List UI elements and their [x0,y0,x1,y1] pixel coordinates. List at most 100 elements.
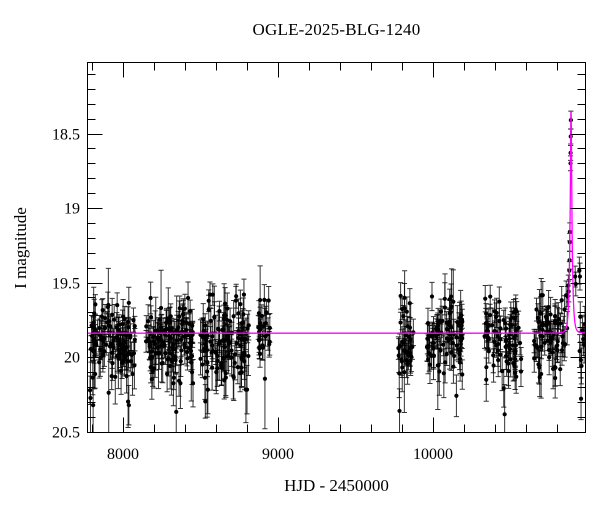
data-point [232,360,237,366]
data-point [238,302,243,307]
data-point [409,344,414,349]
data-point [158,305,164,311]
data-point [404,358,409,363]
data-point [501,317,506,323]
data-point [404,309,409,314]
data-point [545,330,550,335]
data-point [444,352,449,357]
data-point [221,313,227,318]
data-point [532,338,537,344]
data-point [116,352,121,358]
data-point [117,341,123,346]
data-point [98,347,103,352]
data-point [233,298,239,303]
data-point [88,346,94,352]
data-point [510,343,515,348]
data-point [559,348,565,353]
data-point [205,387,210,392]
data-point [146,319,151,324]
data-point [143,339,149,344]
data-point [97,333,103,338]
data-point [240,320,246,325]
data-point [89,323,94,328]
data-point [167,318,172,323]
data-point [174,409,179,414]
data-point [110,312,115,317]
data-point [226,333,231,338]
data-point [171,381,176,386]
data-point [484,311,489,316]
data-point [176,378,182,383]
data-point [126,300,131,305]
data-point [408,337,413,342]
data-point [577,274,583,279]
data-point [486,349,491,354]
data-point [538,333,543,338]
data-point [445,336,450,341]
data-point [482,334,487,339]
data-point [215,353,220,359]
data-point [182,342,187,347]
data-point [221,355,226,360]
data-point [214,370,219,375]
data-point [460,372,465,377]
data-point [177,314,182,319]
data-point [430,340,436,345]
data-point [91,403,96,408]
data-point [460,319,465,324]
data-point [94,342,99,347]
data-point [129,352,134,357]
data-point [198,356,203,361]
data-point [504,359,509,364]
data-point [257,338,262,343]
data-point [513,349,518,354]
data-point [437,369,442,374]
data-point [553,365,558,370]
data-point [546,347,552,353]
data-point [100,308,105,313]
y-tick-label: 18.5 [52,127,80,144]
data-point [562,307,567,312]
data-point [239,356,244,362]
data-point [171,375,177,380]
data-point [558,321,563,326]
data-point [258,297,263,303]
data-point [492,309,497,314]
data-point [497,318,502,324]
data-point [451,364,456,369]
data-point [112,317,117,322]
data-point [449,294,454,299]
data-point [182,306,187,311]
data-point [148,295,153,301]
data-point [425,336,430,341]
x-axis-label: HJD - 2450000 [284,476,389,495]
data-point [458,360,463,365]
data-point [190,381,196,386]
data-point [507,346,513,352]
data-point [210,334,215,339]
data-point [126,403,131,408]
data-point [544,316,549,321]
data-point [516,325,521,330]
y-tick-label: 19 [64,201,80,218]
data-point [113,374,118,379]
data-point [243,337,248,342]
data-point [149,377,154,382]
y-tick-label: 20.5 [52,425,80,442]
data-point [397,344,402,349]
data-point [178,359,183,364]
data-point [578,357,583,363]
data-point [180,329,185,334]
data-point [260,343,265,348]
data-point [267,325,272,330]
data-point [228,319,233,324]
data-point [102,315,108,321]
data-point [185,356,190,361]
data-point [449,304,454,309]
data-point [492,329,497,334]
data-point [488,294,493,299]
data-point [578,396,584,401]
data-point [246,353,251,359]
data-point [401,313,406,319]
